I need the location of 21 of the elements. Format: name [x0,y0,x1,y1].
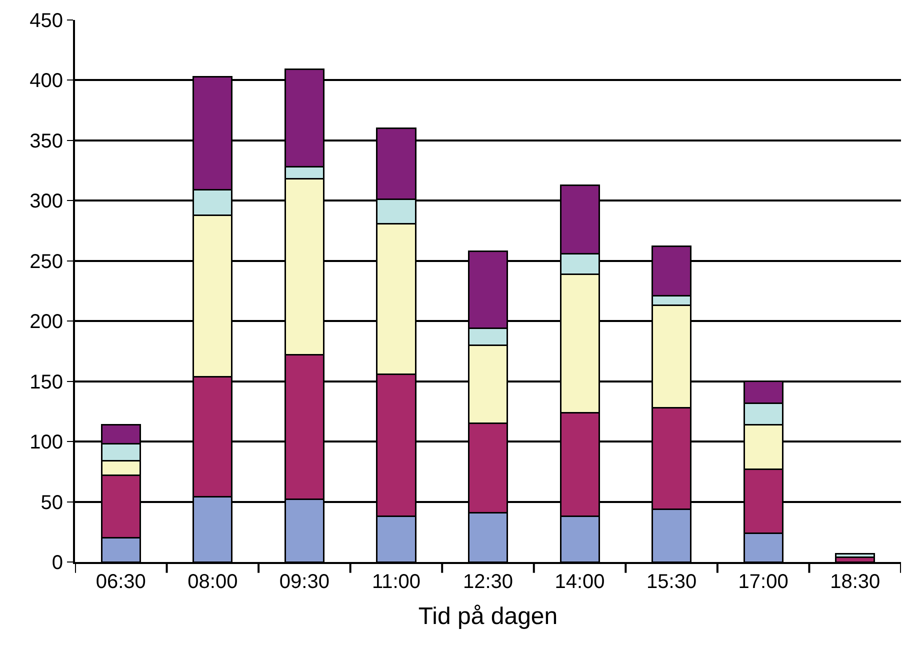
y-tick-label: 400 [30,70,63,92]
y-tick-label: 0 [52,552,63,574]
y-tick-label: 50 [40,492,63,514]
x-tick-label: 09:30 [279,571,330,593]
x-tick-label: 18:30 [830,571,880,593]
x-tick-label: 06:30 [96,571,146,593]
x-tick-label: 14:00 [554,571,605,593]
x-tick-label: 15:30 [646,571,697,593]
y-tick-label: 450 [30,10,63,32]
y-tick-label: 150 [30,371,63,394]
x-tick-label: 17:00 [738,571,788,593]
bar [835,552,876,558]
y-tick-label: 250 [30,250,63,273]
x-axis-title: Tid på dagen [418,602,558,630]
y-tick-label: 200 [30,311,63,334]
y-tick-label: 300 [30,190,63,213]
x-tick-label: 11:00 [372,571,421,593]
y-tick-label: 350 [30,130,63,152]
x-tick-label: 12:30 [462,571,514,593]
y-tick-label: 100 [30,432,63,454]
x-tick-label: 08:00 [188,571,238,593]
